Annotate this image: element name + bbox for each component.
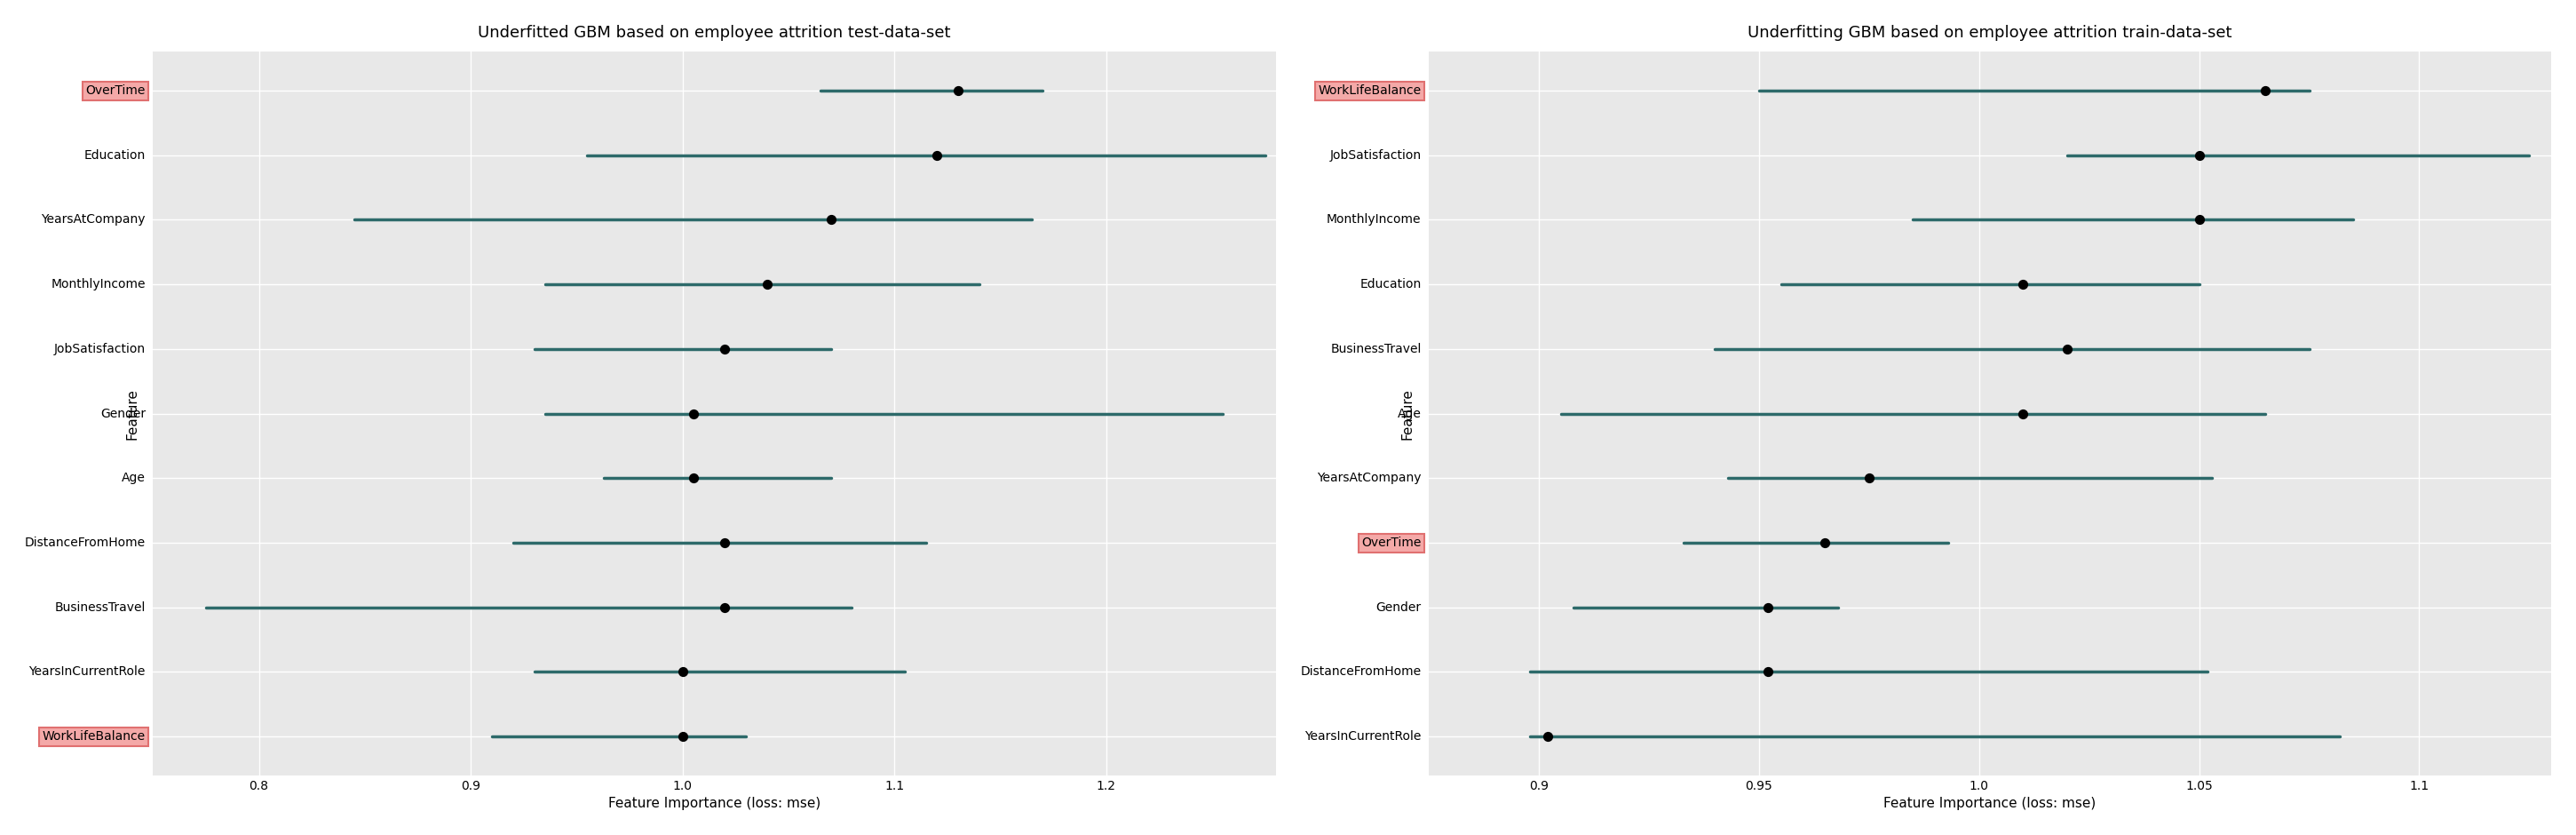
Point <box>2179 149 2221 162</box>
Point <box>662 665 703 679</box>
Point <box>1803 536 1844 549</box>
X-axis label: Feature Importance (loss: mse): Feature Importance (loss: mse) <box>1883 797 2097 810</box>
Point <box>2002 407 2043 420</box>
Text: DistanceFromHome: DistanceFromHome <box>26 537 144 549</box>
Text: OverTime: OverTime <box>1360 537 1422 549</box>
Point <box>917 149 958 162</box>
Point <box>2002 278 2043 291</box>
Point <box>2045 342 2087 356</box>
Text: MonthlyIncome: MonthlyIncome <box>52 278 144 291</box>
Text: JobSatisfaction: JobSatisfaction <box>54 343 144 355</box>
Point <box>703 536 744 549</box>
Point <box>672 407 714 420</box>
Text: YearsInCurrentRole: YearsInCurrentRole <box>1303 731 1422 743</box>
Text: WorkLifeBalance: WorkLifeBalance <box>41 731 144 743</box>
Y-axis label: Feature: Feature <box>1401 388 1414 439</box>
Title: Underfitting GBM based on employee attrition train-data-set: Underfitting GBM based on employee attri… <box>1747 25 2233 41</box>
Point <box>2244 84 2285 98</box>
Text: Age: Age <box>1396 407 1422 420</box>
Point <box>1850 472 1891 485</box>
Text: Gender: Gender <box>1376 601 1422 614</box>
Point <box>747 278 788 291</box>
Text: YearsAtCompany: YearsAtCompany <box>1316 472 1422 484</box>
Text: Education: Education <box>85 149 144 161</box>
Point <box>1747 665 1788 679</box>
Text: WorkLifeBalance: WorkLifeBalance <box>1319 84 1422 97</box>
Point <box>811 213 853 226</box>
Text: BusinessTravel: BusinessTravel <box>1329 343 1422 355</box>
Point <box>2179 213 2221 226</box>
Point <box>703 600 744 614</box>
Point <box>703 342 744 356</box>
Point <box>672 472 714 485</box>
Point <box>1747 600 1788 614</box>
Text: JobSatisfaction: JobSatisfaction <box>1329 149 1422 161</box>
Text: YearsInCurrentRole: YearsInCurrentRole <box>28 665 144 678</box>
Title: Underfitted GBM based on employee attrition test-data-set: Underfitted GBM based on employee attrit… <box>479 25 951 41</box>
Text: Education: Education <box>1360 278 1422 291</box>
Text: OverTime: OverTime <box>85 84 144 97</box>
Text: DistanceFromHome: DistanceFromHome <box>1301 665 1422 678</box>
Point <box>1528 730 1569 743</box>
Text: BusinessTravel: BusinessTravel <box>54 601 144 614</box>
Text: YearsAtCompany: YearsAtCompany <box>41 214 144 226</box>
Text: Gender: Gender <box>100 407 144 420</box>
Text: Age: Age <box>121 472 144 484</box>
Point <box>938 84 979 98</box>
Text: MonthlyIncome: MonthlyIncome <box>1327 214 1422 226</box>
Y-axis label: Feature: Feature <box>126 388 139 439</box>
X-axis label: Feature Importance (loss: mse): Feature Importance (loss: mse) <box>608 797 822 810</box>
Point <box>662 730 703 743</box>
